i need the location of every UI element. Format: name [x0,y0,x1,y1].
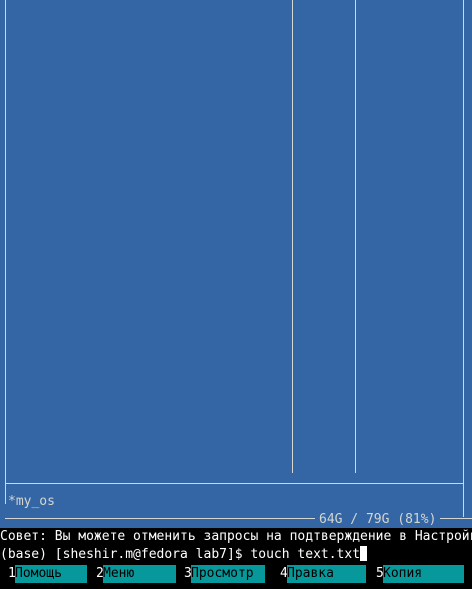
current-directory-label: *my_os [8,494,55,509]
fkey-f2-menu[interactable]: 2 Меню [88,565,182,583]
fkey-number: 3 [176,565,192,583]
fkey-f1-help[interactable]: 1 Помощь [0,565,94,583]
disk-usage-info: 64G / 79G (81%) [315,511,441,528]
fkey-label: Копия [383,565,464,583]
fkey-f5-copy[interactable]: 5 Копия [368,565,472,583]
fkey-label: Просмотр [191,565,265,583]
fkey-f4-edit[interactable]: 4 Правка [272,565,366,583]
command-line[interactable]: (base) [sheshir.m@fedora lab7]$ touch te… [0,546,472,564]
fkey-number: 1 [0,565,16,583]
command-input[interactable]: touch text.txt [250,547,361,562]
fkey-f3-view[interactable]: 3 Просмотр [176,565,270,583]
fkey-number: 2 [88,565,104,583]
fkey-number: 5 [368,565,384,583]
column-divider-2 [355,0,356,473]
panel-right-border [463,0,464,517]
panel-bottom-border [5,518,472,519]
column-divider-1 [292,0,293,473]
function-key-bar: 1 Помощь 2 Меню 3 Просмотр 4 Правка 5 Ко… [0,565,472,583]
fkey-number: 4 [272,565,288,583]
file-panel[interactable]: *my_os 64G / 79G (81%) [0,0,472,528]
fkey-label: Помощь [15,565,87,583]
panel-left-border [5,0,6,504]
mini-status-separator [5,483,464,484]
shell-prompt: (base) [sheshir.m@fedora lab7]$ [0,547,251,562]
fkey-label: Меню [103,565,176,583]
fkey-label: Правка [287,565,366,583]
text-cursor [360,546,368,561]
hint-bar: Совет: Вы можете отменить запросы на под… [0,528,472,546]
